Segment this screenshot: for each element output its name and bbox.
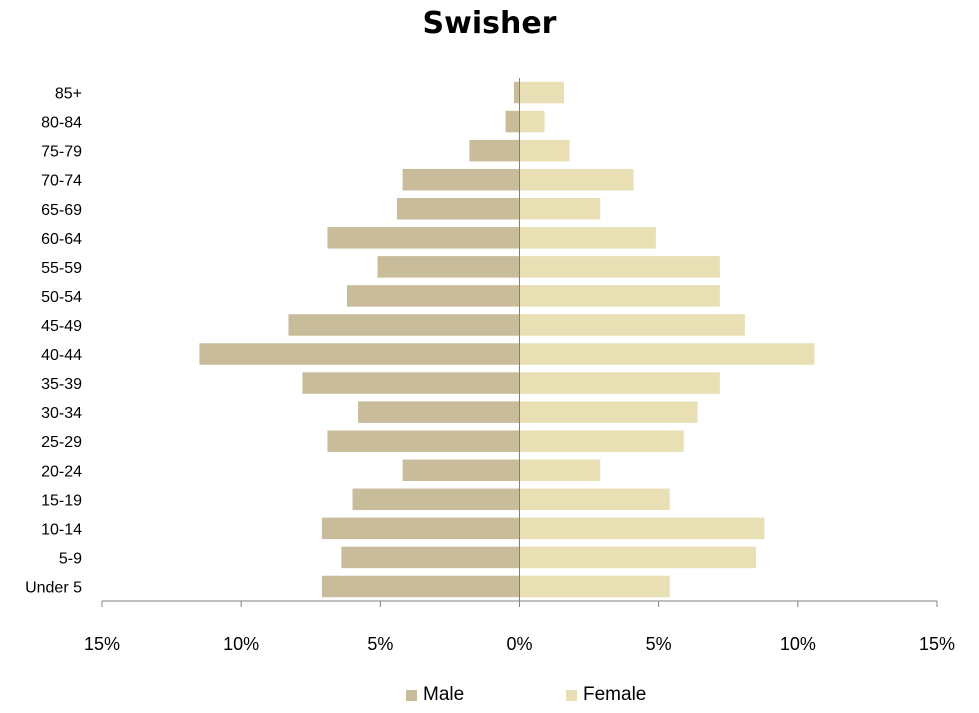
legend-swatch xyxy=(566,689,577,701)
bar-female-70-74 xyxy=(519,168,634,191)
category-label: 45-49 xyxy=(41,318,82,335)
bar-female-20-24 xyxy=(519,459,601,482)
bar-female-65-69 xyxy=(519,197,601,220)
bar-male-5-9 xyxy=(341,546,520,569)
category-label: 5-9 xyxy=(59,550,82,567)
bar-female-5-9 xyxy=(519,546,757,569)
category-label: 30-34 xyxy=(41,405,82,422)
x-tick-label: 0% xyxy=(506,634,532,654)
category-label: 15-19 xyxy=(41,492,82,509)
category-label: 25-29 xyxy=(41,434,82,451)
x-tick-label: 10% xyxy=(223,634,259,654)
x-tick-label: 10% xyxy=(780,634,816,654)
bar-female-35-39 xyxy=(519,372,720,394)
bar-male-30-34 xyxy=(358,401,520,423)
legend-item-female: Female xyxy=(566,684,646,706)
bar-male-70-74 xyxy=(402,168,520,191)
category-label: 80-84 xyxy=(41,115,82,132)
bar-male-55-59 xyxy=(377,256,520,278)
x-tick-label: 15% xyxy=(84,634,120,654)
bar-male-45-49 xyxy=(288,314,520,336)
bar-female-75-79 xyxy=(519,139,570,162)
bar-female-80-84 xyxy=(519,110,545,133)
bar-female-60-64 xyxy=(519,227,656,249)
bar-female-30-34 xyxy=(519,401,698,423)
bar-male-60-64 xyxy=(327,227,520,249)
bar-female-50-54 xyxy=(519,285,720,307)
x-tick-label: 5% xyxy=(367,634,393,654)
category-label: 60-64 xyxy=(41,231,82,248)
x-tick-label: 5% xyxy=(646,634,672,654)
legend-label: Male xyxy=(423,684,465,705)
bar-male-25-29 xyxy=(327,430,520,452)
legend-item-male: Male xyxy=(406,684,464,706)
bar-male-15-19 xyxy=(352,488,520,511)
bar-female-85+ xyxy=(519,81,565,104)
category-label: 55-59 xyxy=(41,260,82,277)
category-label: 35-39 xyxy=(41,376,82,393)
legend-swatch xyxy=(406,689,417,701)
category-label: 50-54 xyxy=(41,289,82,306)
bar-female-10-14 xyxy=(519,517,765,540)
category-label: 85+ xyxy=(55,86,82,103)
category-label: 20-24 xyxy=(41,463,82,480)
bar-male-50-54 xyxy=(346,285,520,307)
bar-male-65-69 xyxy=(397,197,520,220)
bar-male-20-24 xyxy=(402,459,520,482)
legend: Male Female xyxy=(0,684,979,708)
bar-male-10-14 xyxy=(321,517,520,540)
bar-female-45-49 xyxy=(519,314,745,336)
bar-female-15-19 xyxy=(519,488,670,511)
category-label: 40-44 xyxy=(41,347,82,364)
bar-male-40-44 xyxy=(199,343,520,365)
legend-label: Female xyxy=(583,684,647,705)
bar-male-85+ xyxy=(513,81,520,104)
chart-title: Swisher xyxy=(422,6,557,41)
bar-female-40-44 xyxy=(519,343,815,365)
category-label: 70-74 xyxy=(41,173,82,190)
bar-male-under-5 xyxy=(321,575,520,598)
bar-male-80-84 xyxy=(505,110,520,133)
category-label: Under 5 xyxy=(25,579,82,596)
category-label: 65-69 xyxy=(41,202,82,219)
bar-female-25-29 xyxy=(519,430,684,452)
category-label: 75-79 xyxy=(41,144,82,161)
x-tick-label: 15% xyxy=(919,634,955,654)
bar-male-35-39 xyxy=(302,372,520,394)
category-label: 10-14 xyxy=(41,521,82,538)
bar-female-55-59 xyxy=(519,256,720,278)
bar-male-75-79 xyxy=(469,139,520,162)
bar-female-under-5 xyxy=(519,575,670,598)
